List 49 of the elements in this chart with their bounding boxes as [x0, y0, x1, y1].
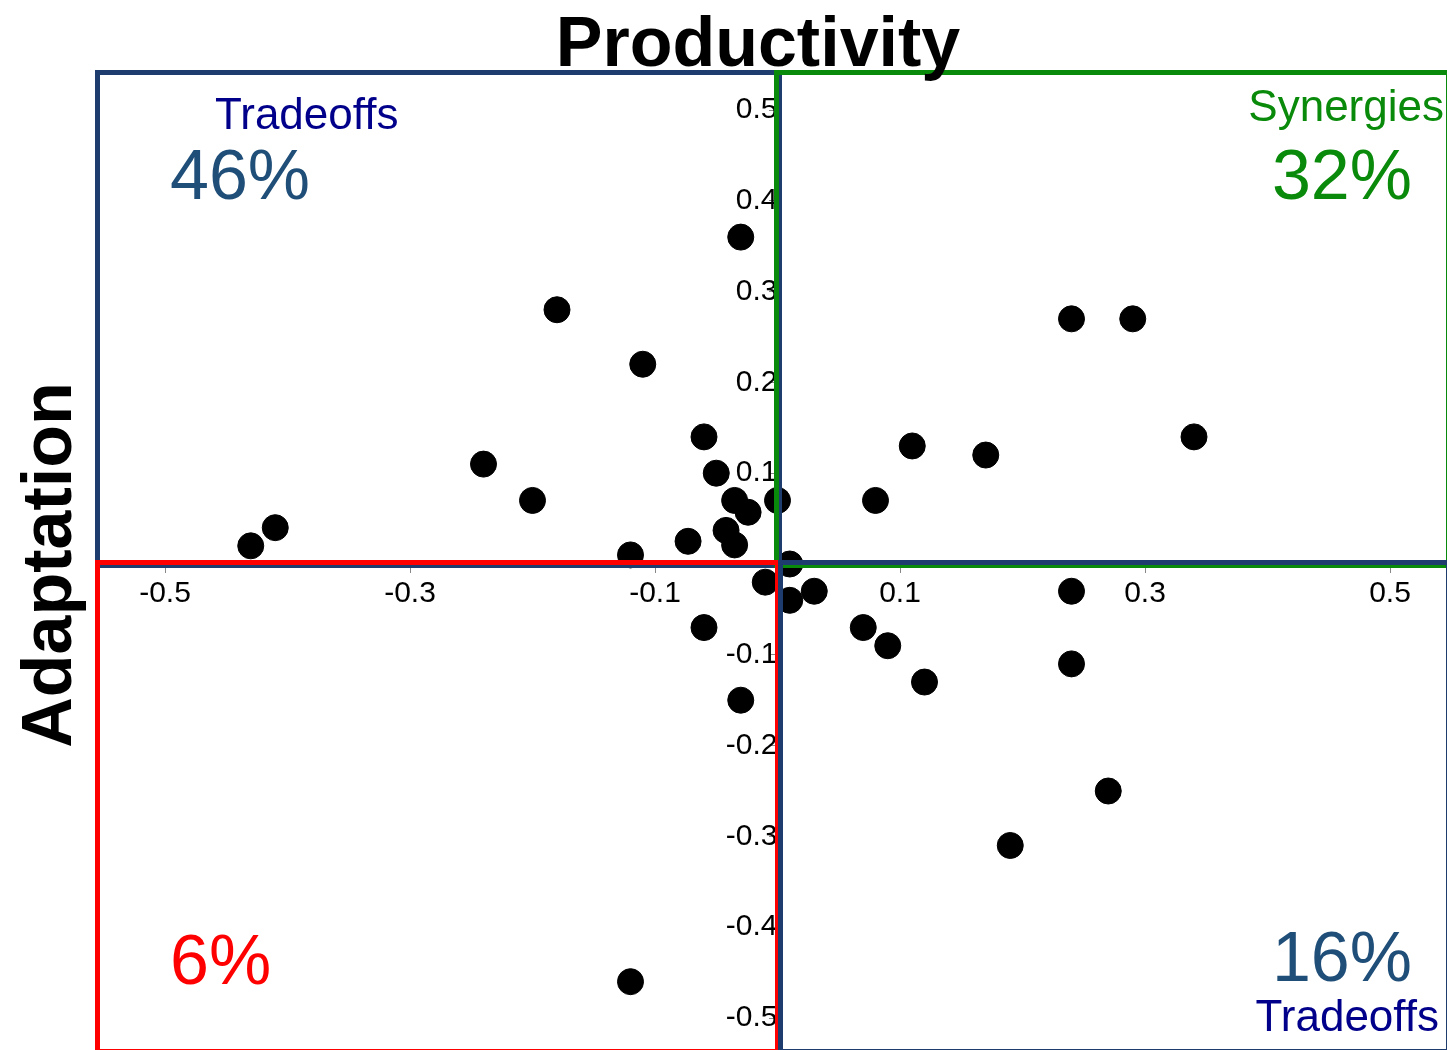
- point: [470, 450, 497, 478]
- point: [629, 350, 657, 378]
- x-tick-label: 0.5: [1369, 575, 1411, 609]
- annotation: 6%: [170, 921, 272, 999]
- annotation: 46%: [170, 136, 311, 214]
- point: [261, 514, 289, 542]
- x-tick-label: -0.1: [629, 575, 681, 609]
- point: [1058, 305, 1085, 333]
- point: [898, 432, 926, 460]
- point: [721, 531, 749, 559]
- point: [702, 459, 730, 487]
- point: [1094, 777, 1122, 805]
- point: [996, 831, 1024, 859]
- chart-title: Productivity: [554, 2, 962, 82]
- y-tick-label: -0.4: [725, 908, 778, 942]
- point: [911, 668, 938, 696]
- point: [727, 686, 755, 714]
- x-tick-label: -0.3: [384, 575, 436, 609]
- point: [519, 486, 546, 514]
- point: [874, 632, 902, 660]
- annotation: Synergies: [1248, 81, 1444, 130]
- y-tick-label: -0.2: [725, 726, 778, 760]
- point: [1058, 577, 1085, 605]
- point: [849, 614, 877, 642]
- y-tick-label: 0.1: [735, 454, 778, 488]
- y-tick-label: -0.3: [725, 817, 778, 851]
- point: [1058, 650, 1085, 678]
- point: [800, 577, 828, 605]
- point: [617, 968, 644, 996]
- point: [543, 296, 571, 324]
- point: [862, 486, 889, 514]
- annotation: 32%: [1271, 136, 1412, 214]
- y-tick-label: 0.4: [735, 182, 778, 216]
- point: [1119, 305, 1147, 333]
- point: [674, 527, 702, 555]
- x-tick-label: 0.1: [879, 575, 921, 609]
- point: [727, 223, 755, 251]
- annotation: Tradeoffs: [215, 89, 399, 138]
- point: [734, 498, 762, 526]
- y-tick-label: -0.5: [725, 999, 778, 1033]
- x-tick-label: -0.5: [139, 575, 191, 609]
- point: [237, 532, 265, 560]
- point: [1180, 423, 1208, 451]
- x-tick-label: 0.3: [1124, 575, 1166, 609]
- y-tick-label: -0.1: [725, 636, 778, 670]
- point: [690, 614, 718, 642]
- point: [690, 423, 718, 451]
- y-axis-title: Adaptation: [7, 382, 87, 748]
- point: [972, 441, 1000, 469]
